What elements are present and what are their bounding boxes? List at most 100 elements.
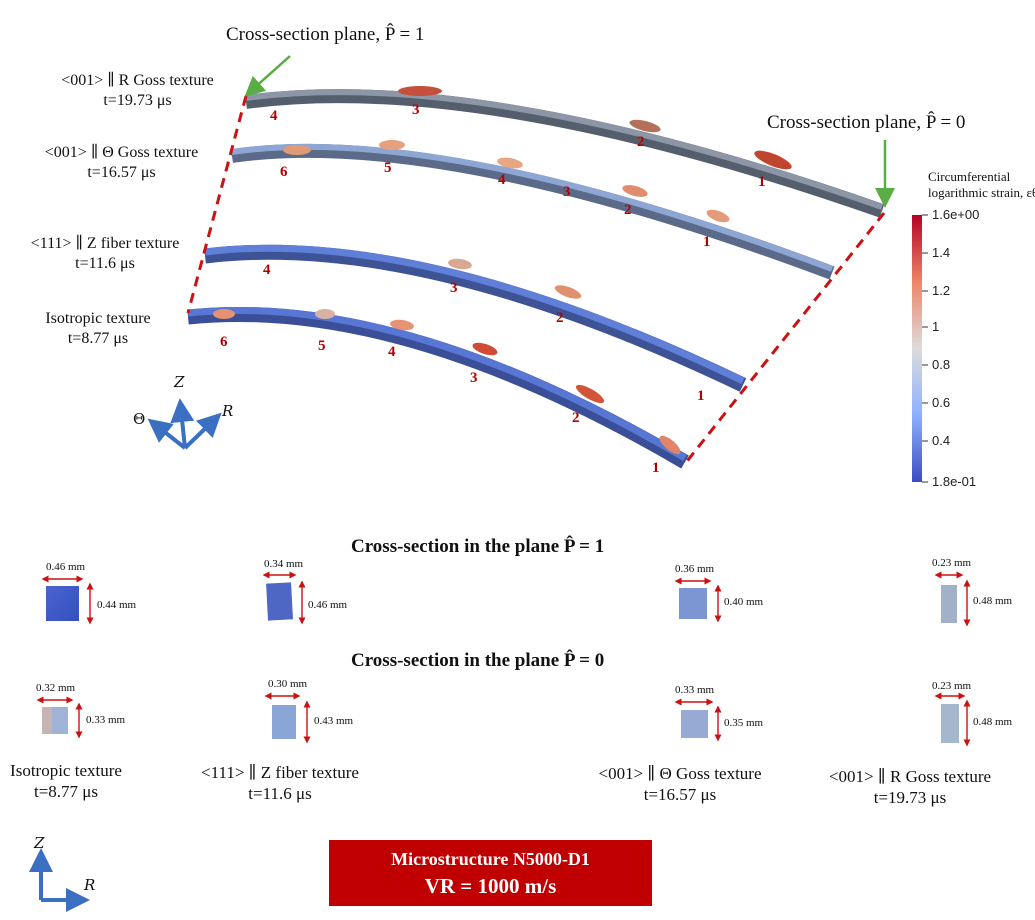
colorbar-tick: 0.6 (932, 395, 951, 410)
dim-height: 0.48 mm (973, 716, 1013, 728)
section-number: 4 (388, 344, 396, 360)
dim-height: 0.44 mm (97, 599, 137, 611)
section-number: 2 (572, 410, 580, 426)
axis-theta-label: Θ (133, 410, 146, 428)
section-numbers: 4 3 2 1 6 5 4 3 2 1 4 3 2 1 6 5 4 3 2 1 (220, 102, 766, 476)
section-label-time: t=19.73 μs (873, 788, 947, 807)
strip-label-r-goss: <001> ∥ R Goss texture t=19.73 μs (30, 71, 245, 111)
section-p1-theta-goss (679, 588, 707, 619)
section-number: 1 (703, 234, 711, 250)
strip-r-goss (245, 86, 885, 218)
neck-3c (448, 258, 472, 270)
plane-0-label: Cross-section plane, P̂ = 0 (767, 112, 966, 133)
section-number: 1 (652, 460, 660, 476)
colorbar-title-2: logarithmic strain, εθθ (928, 185, 1035, 200)
neck-5 (379, 140, 405, 150)
section-label-time: t=11.6 μs (248, 784, 312, 803)
section-label-name: <111> ∥ Z fiber texture (201, 763, 359, 782)
strip-time: t=8.77 μs (67, 330, 129, 347)
dim-width: 0.32 mm (36, 682, 76, 694)
dimension-arrows-p1 (41, 571, 971, 627)
strip-label-z-fiber: <111> ∥ Z fiber texture t=11.6 μs (0, 234, 210, 274)
section-number: 3 (450, 280, 458, 296)
colorbar-tick: 1.2 (932, 283, 951, 298)
section-number: 2 (637, 134, 645, 150)
dim-height: 0.46 mm (308, 599, 348, 611)
neck-2d (575, 384, 605, 404)
neck-1d (659, 435, 681, 455)
section-number: 3 (470, 370, 478, 386)
section-label-isotropic: Isotropic texture t=8.77 μs (0, 760, 132, 802)
colorbar-tick: 1 (932, 319, 940, 334)
section-number: 2 (624, 202, 632, 218)
strip-name: <111> ∥ Z fiber texture (30, 235, 180, 252)
strip-label-theta-goss: <001> ∥ Θ Goss texture t=16.57 μs (14, 143, 229, 183)
dim-width: 0.46 mm (46, 561, 86, 573)
section-number: 4 (498, 172, 506, 188)
strip-name: <001> ∥ R Goss texture (61, 72, 214, 89)
neck-5d (315, 309, 335, 319)
neck-2c (554, 285, 582, 299)
dimension-arrows-p0 (36, 692, 971, 747)
section-p0-r-goss (941, 704, 959, 743)
section-label-z-fiber: <111> ∥ Z fiber texture t=11.6 μs (180, 762, 380, 804)
axis-r-label-2d: R (84, 876, 96, 894)
strip-time: t=19.73 μs (103, 92, 172, 109)
dim-width: 0.23 mm (932, 557, 972, 569)
section-p0-theta-goss (681, 710, 708, 738)
strip-name: <001> ∥ Θ Goss texture (44, 144, 199, 161)
dim-width: 0.36 mm (675, 563, 715, 575)
banner-line-2: VR = 1000 m/s (424, 874, 557, 898)
section-p0-z-fiber (272, 705, 296, 739)
neck-3d (472, 342, 498, 356)
section-title-plane-1: Cross-section in the plane P̂ = 1 (351, 536, 605, 557)
strip-theta-goss (231, 140, 835, 280)
colorbar-tick: 0.8 (932, 357, 951, 372)
colorbar-tick: 0.4 (932, 433, 951, 448)
dim-width: 0.34 mm (264, 558, 304, 570)
dim-height: 0.48 mm (973, 595, 1013, 607)
colorbar-tick: 1.4 (932, 245, 951, 260)
dim-height: 0.33 mm (86, 714, 126, 726)
colorbar-tick: 1.6e+00 (932, 207, 980, 222)
section-label-r-goss: <001> ∥ R Goss texture t=19.73 μs (812, 766, 1008, 808)
section-number: 2 (556, 310, 564, 326)
section-number: 1 (758, 174, 766, 190)
strip-z-fiber (204, 244, 747, 392)
section-number: 1 (697, 388, 705, 404)
colorbar-tick: 1.8e-01 (932, 474, 977, 489)
section-label-name: <001> ∥ R Goss texture (828, 767, 992, 786)
plane-1-arrow (244, 55, 291, 97)
strip-isotropic (187, 306, 689, 469)
section-number: 4 (270, 108, 278, 124)
dim-height: 0.43 mm (314, 715, 354, 727)
axes-3d (147, 398, 222, 450)
plane-0-line (682, 212, 886, 466)
neck-6d (213, 309, 235, 319)
strip-time: t=11.6 μs (75, 255, 135, 272)
section-label-time: t=16.57 μs (643, 785, 717, 804)
neck-2b (706, 209, 730, 223)
plane-1-label: Cross-section plane, P̂ = 1 (226, 24, 425, 45)
strip-name: Isotropic texture (45, 310, 151, 327)
axis-r-label: R (222, 402, 234, 420)
section-label-time: t=8.77 μs (33, 782, 99, 801)
section-label-name: <001> ∥ Θ Goss texture (598, 764, 762, 783)
neck-1 (754, 150, 792, 170)
section-title-plane-0: Cross-section in the plane P̂ = 0 (351, 650, 605, 671)
dim-width: 0.30 mm (268, 678, 308, 690)
section-label-name: Isotropic texture (10, 761, 122, 780)
neck-4d (390, 319, 414, 331)
colorbar (912, 215, 922, 482)
section-number: 6 (220, 334, 228, 350)
plane-1-line (186, 95, 248, 314)
dim-height: 0.40 mm (724, 596, 764, 608)
section-p1-r-goss (941, 585, 957, 623)
neck-2 (629, 119, 661, 133)
colorbar-ticks (922, 214, 928, 483)
banner-line-1: Microstructure N5000-D1 (391, 849, 590, 869)
strip-time: t=16.57 μs (87, 164, 156, 181)
section-number: 3 (412, 102, 420, 118)
section-label-theta-goss: <001> ∥ Θ Goss texture t=16.57 μs (580, 763, 780, 805)
